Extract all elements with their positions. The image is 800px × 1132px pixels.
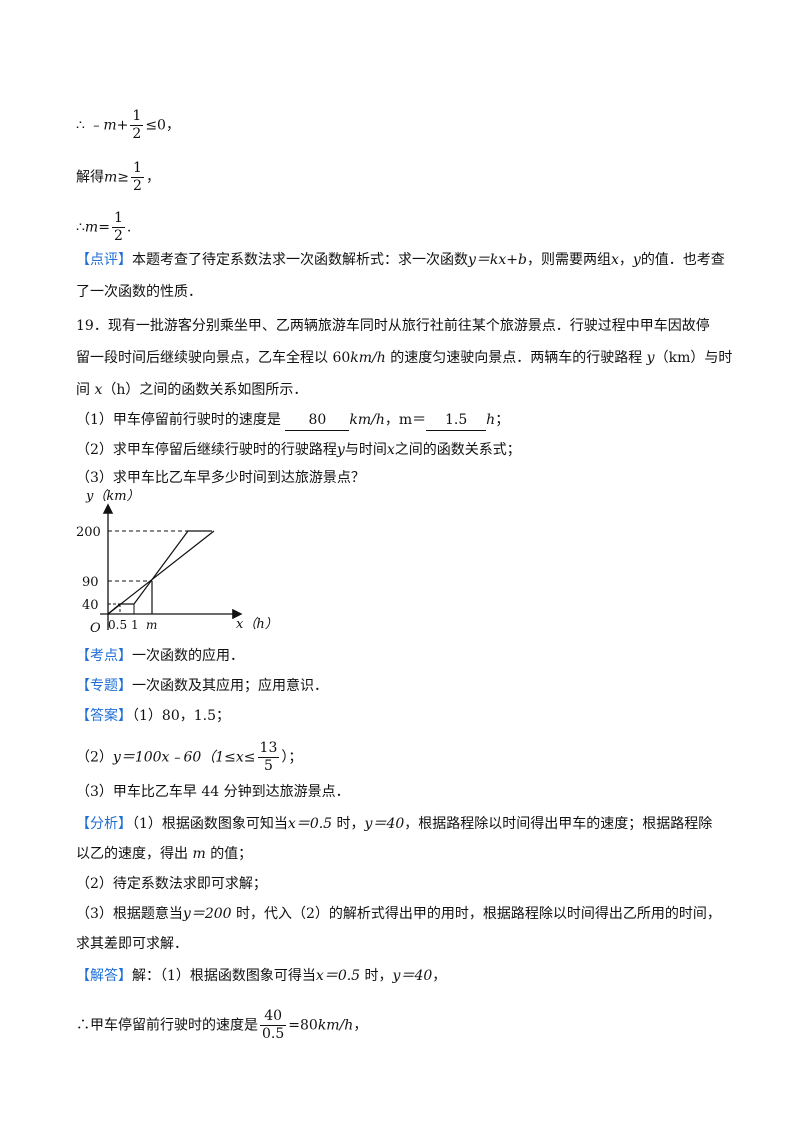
x-tick-0.5: 0.5 xyxy=(108,618,127,632)
distance-time-graph: y（km） 200 90 40 O 0.5 1 m x（h） xyxy=(76,488,278,636)
y-tick-90: 90 xyxy=(82,575,99,590)
fraction-40-0.5: 40 0.5 xyxy=(260,1008,287,1042)
daan-line-1: 【答案】（1）80，1.5； xyxy=(76,708,230,724)
origin-label: O xyxy=(90,621,101,636)
fenxi-tag: 【分析】 xyxy=(76,816,132,832)
fraction-13-5: 13 5 xyxy=(257,740,280,774)
solution-line-1: ∴ ﹣m+ 1 2 ≤0， xyxy=(76,108,180,142)
jieda-line-2: ∴甲车停留前行驶时的速度是 40 0.5 =80km/h， xyxy=(76,1008,368,1042)
solution-line-2: 解得m≥ 1 2， xyxy=(76,160,160,194)
fenxi-line-4: （3）根据题意当y＝200 时，代入（2）的解析式得出甲的用时，根据路程除以时间… xyxy=(76,906,721,922)
daan-line-3: （3）甲车比乙车早 44 分钟到达旅游景点． xyxy=(76,784,350,800)
y-tick-40: 40 xyxy=(82,598,99,613)
kaodian-tag: 【考点】 xyxy=(76,648,132,664)
question-19-part-2: （2）求甲车停留后继续行驶时的行驶路程y与时间x之间的函数关系式； xyxy=(76,442,521,458)
y-tick-200: 200 xyxy=(76,525,101,540)
daan-line-2: （2）y＝100x﹣60（1≤x≤ 13 5）； xyxy=(76,740,303,774)
comment-line-2: 了一次函数的性质． xyxy=(76,284,202,300)
x-tick-1: 1 xyxy=(131,618,139,632)
question-19-line-1: 19．现有一批游客分别乘坐甲、乙两辆旅游车同时从旅行社前往某个旅游景点．行驶过程… xyxy=(76,318,710,334)
therefore-symbol: ∴ xyxy=(76,117,85,134)
answer-blank-m: 1.5 xyxy=(426,410,487,431)
y-axis-label: y（km） xyxy=(85,488,140,504)
comment-line-1: 【点评】本题考查了待定系数法求一次函数解析式：求一次函数y＝kx+b，则需要两组… xyxy=(76,252,725,268)
fenxi-line-1: 【分析】（1）根据函数图象可知当x＝0.5 时，y＝40，根据路程除以时间得出甲… xyxy=(76,816,713,832)
comment-tag: 【点评】 xyxy=(76,252,132,268)
x-tick-m: m xyxy=(146,618,157,632)
answer-blank-speed: 80 xyxy=(285,410,350,431)
fenxi-line-2: 以乙的速度，得出 m 的值； xyxy=(76,846,253,862)
question-19-line-2: 留一段时间后继续驶向景点，乙车全程以 60km/h 的速度匀速驶向景点．两辆车的… xyxy=(76,350,733,366)
question-19-part-1: （1）甲车停留前行驶时的速度是 80 km/h，m＝ 1.5 h； xyxy=(76,410,509,431)
question-19-part-3: （3）求甲车比乙车早多少时间到达旅游景点？ xyxy=(76,470,365,486)
kaodian-line: 【考点】一次函数的应用． xyxy=(76,648,244,664)
jieda-line-1: 【解答】解：（1）根据函数图象可得当x＝0.5 时，y＝40， xyxy=(76,968,447,984)
zhuanti-tag: 【专题】 xyxy=(76,678,132,694)
question-19-line-3: 间 x（h）之间的函数关系如图所示． xyxy=(76,382,308,398)
fenxi-line-3: （2）待定系数法求即可求解； xyxy=(76,876,267,892)
fenxi-line-5: 求其差即可求解． xyxy=(76,936,188,952)
jieda-tag: 【解答】 xyxy=(76,968,132,984)
zhuanti-line: 【专题】一次函数及其应用；应用意识． xyxy=(76,678,328,694)
daan-tag: 【答案】 xyxy=(76,708,132,724)
solution-line-3: ∴m= 1 2. xyxy=(76,210,132,244)
car-yi-line xyxy=(107,530,215,615)
x-axis-label: x（h） xyxy=(236,616,278,632)
